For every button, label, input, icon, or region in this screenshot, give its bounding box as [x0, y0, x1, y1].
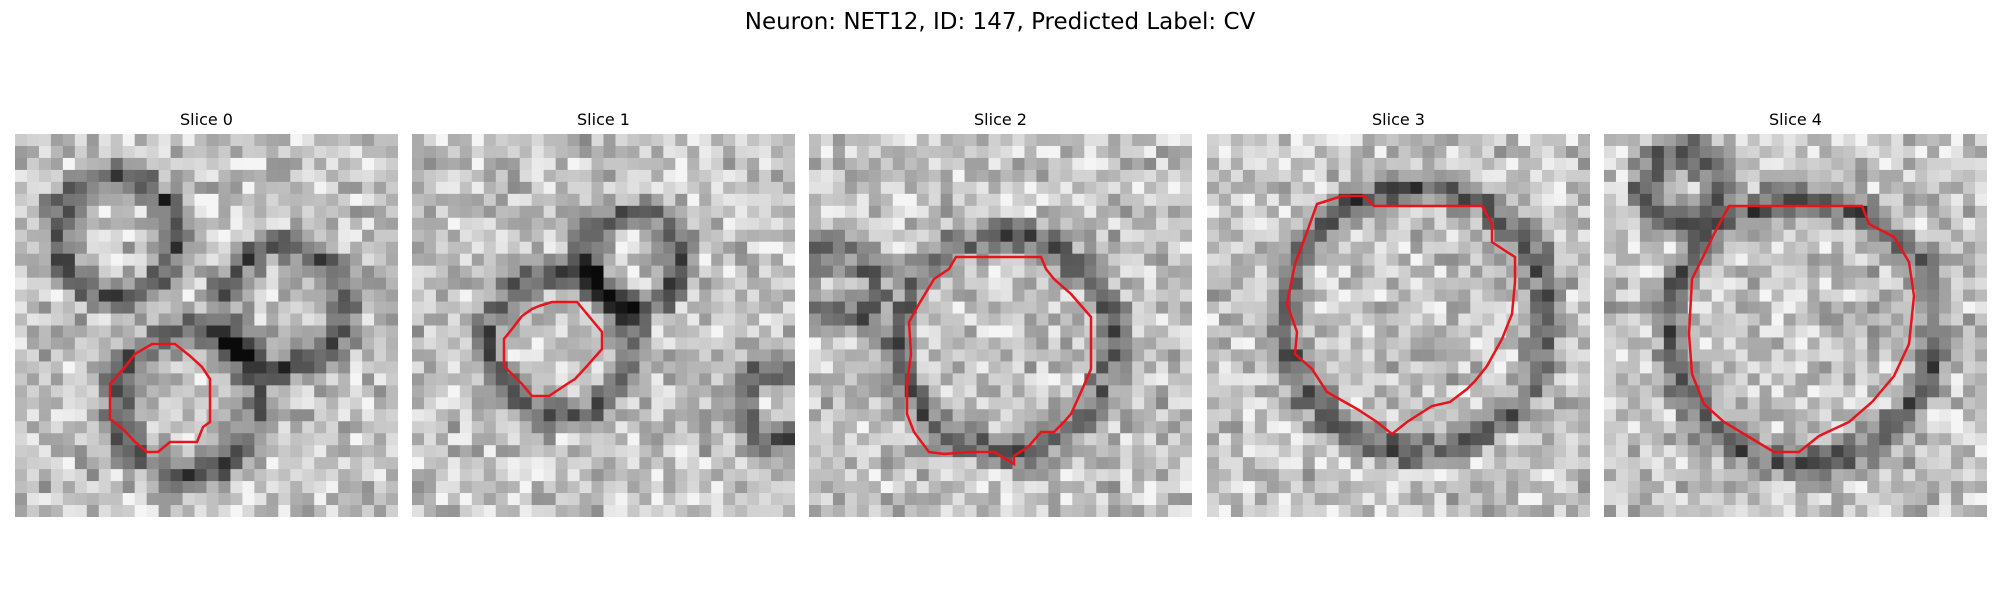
roi-outline-2 [905, 255, 1093, 467]
slice-panel-4: Slice 4 [1604, 110, 1987, 517]
slice-image-1 [412, 134, 795, 517]
slice-panel-2: Slice 2 [809, 110, 1192, 517]
slice-image-2 [809, 134, 1192, 517]
slice-image-3 [1207, 134, 1590, 517]
slice-title-4: Slice 4 [1769, 110, 1822, 129]
slice-title-3: Slice 3 [1372, 110, 1425, 129]
roi-outline-4 [1687, 204, 1916, 454]
roi-outline-0 [108, 342, 212, 454]
slice-title-0: Slice 0 [180, 110, 233, 129]
slice-image-0 [15, 134, 398, 517]
slice-panel-1: Slice 1 [412, 110, 795, 517]
slice-title-2: Slice 2 [974, 110, 1027, 129]
slice-panel-0: Slice 0 [15, 110, 398, 517]
slice-image-4 [1604, 134, 1987, 517]
slice-title-1: Slice 1 [577, 110, 630, 129]
slice-panel-3: Slice 3 [1207, 110, 1590, 517]
roi-outline-3 [1285, 194, 1517, 436]
figure-title: Neuron: NET12, ID: 147, Predicted Label:… [744, 9, 1256, 35]
roi-outline-1 [502, 300, 604, 398]
